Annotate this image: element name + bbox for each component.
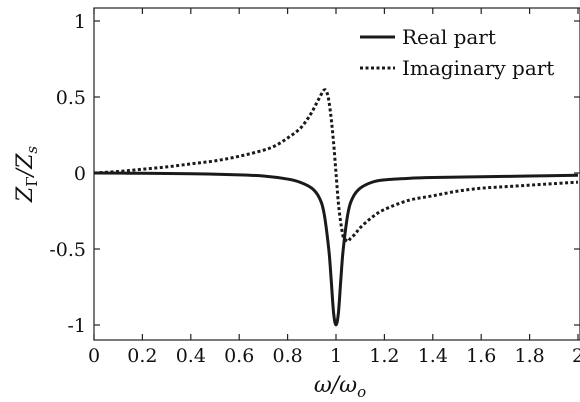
y-tick-label: -1 bbox=[67, 315, 86, 337]
x-tick-label: 1.4 bbox=[418, 345, 448, 367]
y-axis-label-mid: /Z bbox=[13, 153, 38, 178]
legend-label-real: Real part bbox=[402, 25, 496, 49]
x-tick-label: 1.6 bbox=[466, 345, 496, 367]
legend: Real part Imaginary part bbox=[360, 25, 554, 80]
x-tick-label: 1.2 bbox=[369, 345, 399, 367]
x-tick-label: 0 bbox=[88, 345, 100, 367]
x-tick-label: 0.8 bbox=[272, 345, 302, 367]
y-axis-label-sub1: Γ bbox=[23, 176, 41, 186]
y-axis-label-main: Z bbox=[13, 186, 38, 203]
x-tick-label: 0.6 bbox=[224, 345, 254, 367]
series-line-real-part bbox=[93, 171, 579, 327]
data-series bbox=[93, 88, 579, 327]
x-tick-label: 1 bbox=[330, 345, 342, 367]
x-tick-label: 1.8 bbox=[514, 345, 544, 367]
x-axis-label-main: ω/ω bbox=[314, 373, 357, 398]
x-tick-label: 2 bbox=[572, 345, 580, 367]
x-axis-label-sub: o bbox=[357, 383, 366, 401]
x-tick-label: 0.4 bbox=[176, 345, 206, 367]
series-line-imaginary-part bbox=[93, 88, 579, 243]
y-tick-label: -0.5 bbox=[49, 239, 86, 261]
y-tick-label: 0.5 bbox=[56, 87, 86, 109]
x-axis-label: ω/ωo bbox=[314, 373, 366, 401]
x-tick-label: 0.2 bbox=[127, 345, 157, 367]
y-tick-label: 0 bbox=[74, 163, 86, 185]
axis-ticks: 0 0.2 0.4 0.6 0.8 1 1.2 1.4 1.6 1.8 2 1 0.5 0 -0.5 -1 bbox=[49, 8, 580, 367]
legend-label-imaginary: Imaginary part bbox=[402, 56, 554, 80]
y-axis-label: ZΓ/Zs bbox=[13, 146, 41, 203]
y-tick-label: 1 bbox=[74, 11, 86, 33]
y-axis-label-sub2: s bbox=[23, 146, 41, 154]
